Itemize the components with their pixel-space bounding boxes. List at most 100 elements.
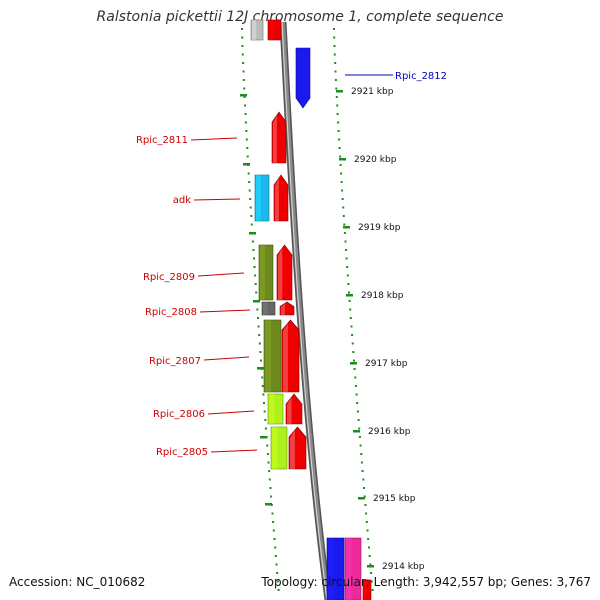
cog-adk-block <box>254 174 270 222</box>
scale-label: 2920 kbp <box>354 155 397 165</box>
outer-tick-dot <box>335 96 338 98</box>
gene-adk-arrow-shine <box>275 178 279 221</box>
gene-rpic-2807-arrow <box>281 319 300 393</box>
inner-major-tick <box>257 367 264 370</box>
outer-tick-dot <box>354 385 357 387</box>
bottom-red-gene-shine <box>364 580 367 600</box>
inner-tick-dot <box>244 113 247 115</box>
bottom-red-gene <box>362 579 372 600</box>
outer-tick-dot <box>357 419 360 421</box>
outer-tick-dot <box>347 283 350 285</box>
inner-tick-dot <box>247 172 250 175</box>
gene-rpic-2805-arrow <box>288 426 307 470</box>
scale-tick <box>350 362 357 365</box>
inner-tick-dot <box>242 70 245 73</box>
scale-tick <box>343 226 350 229</box>
inner-tick-dot <box>245 138 248 141</box>
outer-tick-dot <box>362 478 365 481</box>
outer-tick-dot <box>360 453 363 455</box>
cog-rpic-2806-block <box>267 393 284 425</box>
cog-rpic-2805-block-shine <box>272 427 278 469</box>
outer-tick-dot <box>342 215 345 217</box>
inner-tick-dot <box>245 130 248 132</box>
partial-gray-block-shine <box>252 20 257 40</box>
gene-label-leader <box>197 272 245 277</box>
inner-tick-dot <box>249 198 252 200</box>
scale-tick <box>367 565 374 568</box>
outer-tick-dot <box>367 538 370 540</box>
partial-red-gene <box>267 19 282 41</box>
outer-tick-dot <box>342 206 345 209</box>
gene-label-leader <box>193 198 241 201</box>
inner-tick-dot <box>268 470 271 472</box>
outer-tick-dot <box>336 113 339 115</box>
outer-tick-dot <box>345 249 347 251</box>
outer-tick-dot <box>356 402 359 404</box>
map-title: Ralstonia pickettii 12J chromosome 1, co… <box>96 9 504 25</box>
outer-tick-dot <box>339 155 342 158</box>
inner-tick-dot <box>241 28 243 30</box>
outer-tick-dot <box>343 232 346 234</box>
inner-tick-dot <box>259 351 262 353</box>
outer-tick-dot <box>338 147 341 149</box>
accession-label: Accession: NC_010682 <box>9 575 146 589</box>
cog-rpic-2808-block <box>261 301 276 316</box>
inner-tick-dot <box>244 104 246 107</box>
outer-tick-dot <box>353 368 356 370</box>
cog-rpic-2806-block-shine <box>269 394 275 424</box>
outer-tick-dot <box>349 317 352 319</box>
gene-label-leader <box>207 410 255 415</box>
inner-tick-dot <box>276 580 279 583</box>
outer-tick-dot <box>368 546 370 549</box>
scale-tick <box>353 430 360 433</box>
sequence-summary: Topology: circular; Length: 3,942,557 bp… <box>261 575 591 589</box>
outer-tick-dot <box>370 572 373 574</box>
outer-tick-dot <box>369 563 372 566</box>
inner-tick-dot <box>260 359 262 362</box>
gene-label: Rpic_2808 <box>145 307 197 318</box>
outer-tick-dot <box>345 257 348 260</box>
inner-tick-dot <box>258 334 261 336</box>
inner-tick-dot <box>254 283 257 285</box>
outer-tick-dot <box>338 138 341 141</box>
inner-major-tick <box>243 163 250 166</box>
gene-rpic-2808-arrow-shine <box>281 303 285 315</box>
backbone-line <box>281 21 330 600</box>
inner-tick-dot <box>246 155 249 158</box>
outer-tick-dot <box>333 36 336 39</box>
inner-tick-dot <box>276 572 279 574</box>
gene-label: Rpic_2811 <box>136 135 188 146</box>
outer-tick-dot <box>348 300 351 302</box>
inner-tick-dot <box>251 240 254 243</box>
inner-tick-dot <box>250 215 253 217</box>
inner-tick-dot <box>244 121 247 124</box>
inner-tick-dot <box>267 461 270 464</box>
outer-tick-dot <box>337 130 340 132</box>
gene-label: Rpic_2809 <box>143 272 195 283</box>
cog-rpic-2808-block-shine <box>263 302 268 315</box>
outer-tick-dot <box>349 308 352 311</box>
scale-tick <box>346 294 353 297</box>
gene-label: adk <box>173 195 191 206</box>
inner-tick-dot <box>248 181 251 183</box>
outer-tick-dot <box>359 444 362 447</box>
partial-gray-block <box>250 19 264 41</box>
inner-tick-dot <box>243 87 246 90</box>
outer-tick-dot <box>370 580 373 583</box>
outer-tick-dot <box>334 70 337 73</box>
cog-adk-block-shine <box>256 175 261 221</box>
gene-rpic-2811-arrow-shine <box>273 115 277 163</box>
cog-rpic-2805-block <box>270 426 288 470</box>
inner-tick-dot <box>257 317 259 319</box>
inner-tick-dot <box>249 206 252 209</box>
gene-rpic-2809-arrow-shine <box>278 248 283 300</box>
inner-tick-dot <box>261 376 264 379</box>
gene-label: Rpic_2812 <box>395 71 447 82</box>
gene-label: Rpic_2805 <box>156 447 208 458</box>
bottom-pink-cog <box>344 537 362 600</box>
inner-tick-dot <box>269 487 272 489</box>
outer-tick-dot <box>363 487 365 489</box>
outer-tick-dot <box>358 427 361 430</box>
inner-tick-dot <box>250 223 253 226</box>
outer-tick-dot <box>334 79 337 81</box>
